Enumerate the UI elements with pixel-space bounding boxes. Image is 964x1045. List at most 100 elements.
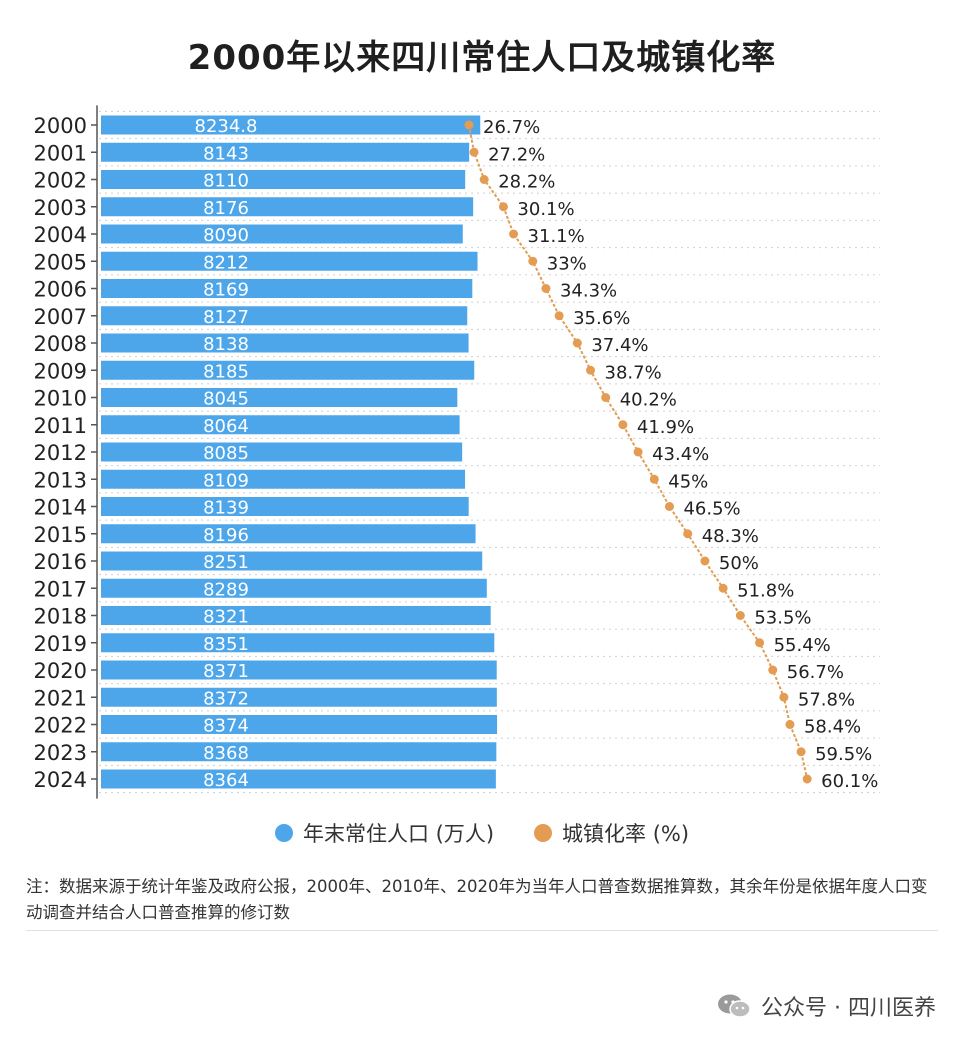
population-bar: [101, 388, 458, 407]
y-tick-label: 2017: [34, 577, 87, 601]
y-tick-label: 2014: [34, 496, 87, 520]
legend-item-population: 年末常住人口 (万人): [274, 818, 495, 848]
divider: [26, 930, 938, 931]
urbanization-label: 40.2%: [620, 390, 677, 411]
population-bar-label: 8212: [203, 252, 249, 273]
y-tick-label: 2024: [34, 768, 87, 792]
y-tick-label: 2006: [34, 278, 87, 302]
population-bar-label: 8109: [203, 470, 249, 491]
y-tick-label: 2000: [34, 114, 87, 138]
urbanization-point: [664, 502, 674, 511]
urbanization-point: [528, 256, 538, 266]
y-tick-label: 2004: [34, 223, 87, 247]
population-bar: [101, 115, 481, 135]
urbanization-point: [683, 529, 693, 539]
population-bar-label: 8176: [203, 198, 249, 219]
population-bar: [101, 660, 497, 680]
population-bar-label: 8351: [203, 634, 249, 655]
urbanization-point: [718, 583, 728, 593]
urbanization-label: 56.7%: [787, 662, 844, 683]
urbanization-label: 26.7%: [483, 117, 540, 138]
y-tick-label: 2002: [34, 169, 87, 193]
chart-area: 2000 8234.8 2001 8143 2002 8110 2003 8176 2004 80…: [34, 105, 880, 799]
population-bar-label: 8127: [203, 307, 249, 328]
urbanization-point: [479, 175, 489, 184]
urbanization-label: 57.8%: [798, 689, 855, 710]
urbanization-point: [633, 447, 643, 457]
urbanization-point: [779, 692, 789, 702]
y-tick-label: 2010: [34, 387, 87, 411]
y-tick-label: 2007: [34, 305, 87, 329]
urbanization-point: [498, 202, 508, 212]
urbanization-point: [554, 311, 564, 321]
population-bar: [101, 524, 476, 544]
urbanization-label: 35.6%: [573, 308, 630, 329]
urbanization-point: [785, 720, 795, 729]
urbanization-label: 59.5%: [815, 744, 872, 765]
urbanization-point: [802, 774, 812, 784]
urbanization-label: 30.1%: [517, 199, 574, 220]
legend-swatch-urbanization: [534, 824, 553, 842]
population-bar: [101, 606, 491, 625]
urbanization-point: [700, 556, 710, 566]
population-bar: [101, 687, 497, 707]
urbanization-point: [586, 365, 595, 375]
y-tick-label: 2022: [34, 714, 87, 738]
urbanization-label: 28.2%: [498, 172, 555, 193]
watermark-text: 公众号 · 四川医养: [761, 996, 936, 1021]
population-bar: [101, 170, 466, 189]
y-tick-label: 2001: [34, 141, 87, 165]
urbanization-point: [768, 665, 778, 675]
urbanization-label: 51.8%: [737, 580, 794, 601]
urbanization-point: [735, 611, 745, 620]
y-tick-label: 2016: [34, 550, 87, 574]
population-bar: [101, 715, 498, 734]
population-bar-label: 8374: [203, 716, 249, 737]
population-bar-label: 8368: [203, 743, 249, 764]
urbanization-point: [796, 747, 806, 757]
footnote: 注：数据来源于统计年鉴及政府公报，2000年、2010年、2020年为当年人口普…: [26, 877, 928, 922]
population-bar-label: 8364: [203, 770, 249, 791]
legend-swatch-population: [274, 824, 293, 842]
chart-title: 2000年以来四川常住人口及城镇化率: [187, 38, 777, 78]
population-bar: [101, 633, 495, 653]
urbanization-point: [649, 474, 659, 484]
population-bar-label: 8090: [203, 225, 249, 246]
urbanization-point: [601, 393, 611, 402]
population-bar: [101, 551, 483, 571]
population-bar-label: 8321: [203, 607, 249, 628]
population-bar: [101, 197, 474, 217]
wechat-icon: [718, 994, 751, 1018]
legend-label-urbanization: 城镇化率 (%): [562, 822, 690, 846]
population-bar: [101, 279, 473, 298]
urbanization-label: 33%: [547, 253, 587, 274]
y-tick-label: 2005: [34, 250, 87, 274]
population-bar-label: 8234.8: [195, 116, 258, 137]
population-bar-label: 8289: [203, 579, 249, 600]
legend-label-population: 年末常住人口 (万人): [302, 822, 495, 846]
y-tick-label: 2019: [34, 632, 87, 656]
y-tick-label: 2015: [34, 523, 87, 547]
population-bar: [101, 578, 487, 598]
population-bar: [101, 442, 463, 462]
population-bar-label: 8064: [203, 416, 249, 437]
urbanization-label: 27.2%: [488, 144, 545, 165]
y-tick-label: 2012: [34, 441, 87, 465]
population-bar: [101, 251, 478, 271]
urbanization-label: 38.7%: [605, 362, 662, 383]
y-tick-label: 2008: [34, 332, 87, 356]
y-tick-label: 2023: [34, 741, 87, 765]
population-bar: [101, 497, 469, 516]
y-tick-label: 2011: [34, 414, 87, 438]
population-bar-label: 8372: [203, 688, 249, 709]
y-tick-label: 2003: [34, 196, 87, 220]
population-bar-label: 8371: [203, 661, 249, 682]
urbanization-point: [755, 638, 765, 648]
population-bar-label: 8085: [203, 443, 249, 464]
population-bar: [101, 415, 460, 435]
population-bar-label: 8185: [203, 361, 249, 382]
urbanization-label: 53.5%: [754, 608, 811, 629]
y-tick-label: 2018: [34, 605, 87, 629]
population-bar-label: 8139: [203, 498, 249, 519]
population-bar-label: 8196: [203, 525, 249, 546]
